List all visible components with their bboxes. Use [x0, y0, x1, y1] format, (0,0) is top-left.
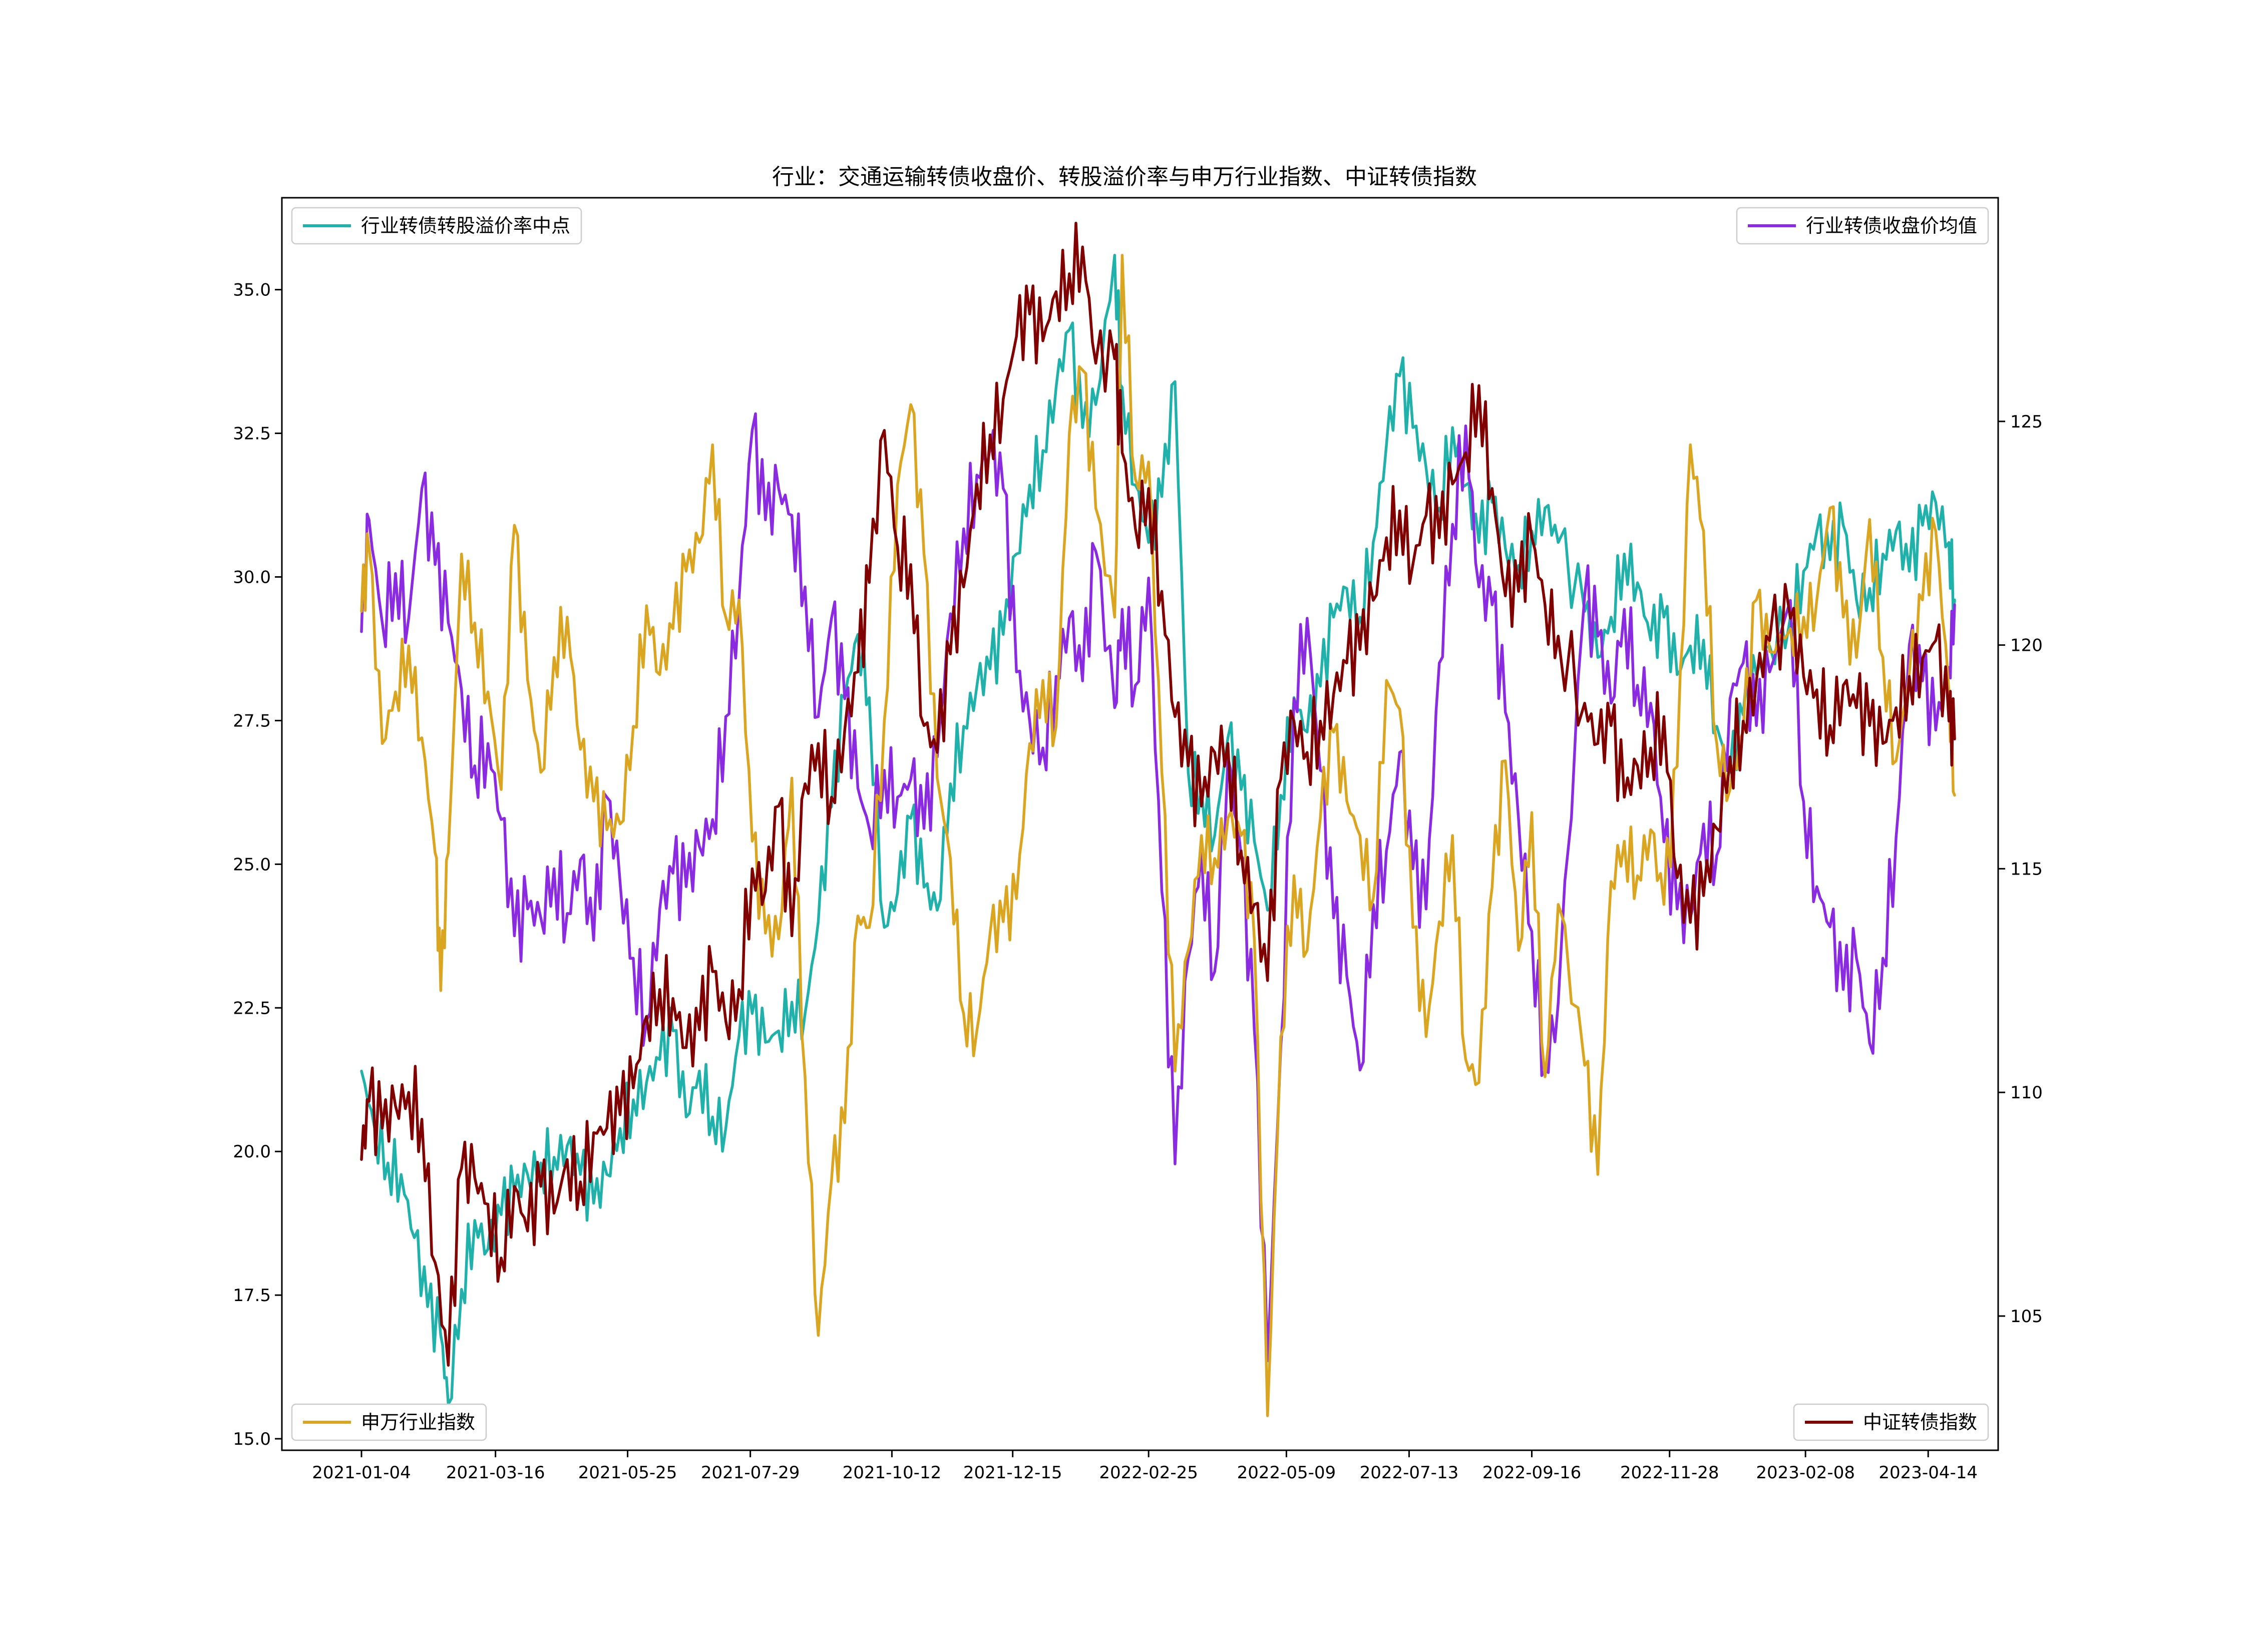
legend-label: 行业转债转股溢价率中点: [361, 215, 570, 237]
chart-title: 行业：交通运输转债收盘价、转股溢价率与申万行业指数、中证转债指数: [772, 164, 1477, 190]
y-left-tick-label: 35.0: [233, 280, 271, 300]
y-left-tick-label: 15.0: [233, 1429, 271, 1449]
legend-label: 申万行业指数: [361, 1411, 475, 1433]
legend-label: 中证转债指数: [1863, 1411, 1977, 1433]
legend-box: [291, 207, 582, 245]
y-left-tick-label: 25.0: [233, 855, 271, 875]
y-right-tick-label: 120: [2010, 636, 2043, 656]
x-tick-label: 2021-12-15: [963, 1463, 1062, 1483]
y-right-tick-label: 115: [2010, 859, 2043, 879]
x-tick-label: 2022-05-09: [1237, 1463, 1336, 1483]
x-tick-label: 2021-03-16: [446, 1463, 545, 1483]
series-line-1: [360, 254, 1956, 1406]
series-line-3: [360, 254, 1956, 1417]
x-tick-label: 2022-09-16: [1482, 1463, 1582, 1483]
legend-label: 行业转债收盘价均值: [1806, 215, 1977, 237]
legend-box: [1793, 1403, 1989, 1441]
x-tick-label: 2022-11-28: [1620, 1463, 1719, 1483]
legend-1: 行业转债转股溢价率中点: [291, 207, 582, 245]
x-tick-label: 2021-05-25: [578, 1463, 677, 1483]
legend-2: 行业转债收盘价均值: [1736, 207, 1989, 245]
series-line-4: [360, 221, 1956, 1367]
y-left-tick-label: 17.5: [233, 1286, 271, 1306]
y-left-tick-label: 22.5: [233, 998, 271, 1018]
legend-box: [291, 1403, 487, 1441]
y-left-tick-label: 20.0: [233, 1142, 271, 1162]
series-layer: [360, 221, 1956, 1417]
legend-4: 中证转债指数: [1793, 1403, 1989, 1441]
legend-box: [1736, 207, 1989, 245]
legend-3: 申万行业指数: [291, 1403, 487, 1441]
x-tick-label: 2022-02-25: [1099, 1463, 1198, 1483]
y-right-tick-label: 125: [2010, 412, 2043, 432]
x-tick-label: 2021-10-12: [843, 1463, 942, 1483]
y-left-tick-label: 30.0: [233, 567, 271, 587]
x-tick-label: 2021-07-29: [701, 1463, 800, 1483]
x-tick-label: 2022-07-13: [1360, 1463, 1459, 1483]
y-left-tick-label: 32.5: [233, 424, 271, 444]
axis-layer: 15.0 17.5 20.0 22.5 25.0 27.5 30.0 32.5 35.0 105 1…: [233, 280, 2043, 1483]
y-right-tick-label: 105: [2010, 1307, 2043, 1327]
x-tick-label: 2021-01-04: [312, 1463, 411, 1483]
x-tick-label: 2023-02-08: [1756, 1463, 1855, 1483]
y-left-tick-label: 27.5: [233, 711, 271, 731]
x-tick-label: 2023-04-14: [1879, 1463, 1978, 1483]
y-right-tick-label: 110: [2010, 1083, 2043, 1103]
plot-frame: [281, 197, 1999, 1451]
